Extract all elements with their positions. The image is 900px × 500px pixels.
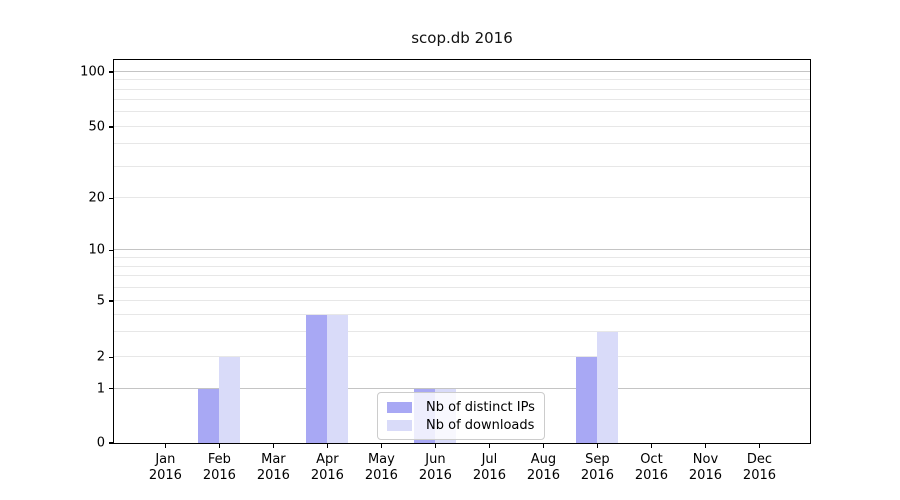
x-tick-year: 2016 [418, 468, 452, 483]
gridline-50 [114, 125, 810, 127]
x-tick-year: 2016 [688, 468, 722, 483]
x-tick-mark-feb [218, 443, 221, 448]
x-tick-mark-nov [704, 443, 707, 448]
chart-legend: Nb of distinct IPs Nb of downloads [377, 392, 545, 440]
minor-gridline-70 [114, 99, 810, 101]
bar-nb-of-downloads-sep [597, 332, 619, 443]
x-tick-mark-mar [272, 443, 275, 448]
y-tick-label-20: 20 [88, 190, 105, 206]
legend-label-nb-of-downloads: Nb of downloads [426, 417, 535, 433]
x-tick-year: 2016 [256, 468, 290, 483]
legend-label-nb-of-distinct-ips: Nb of distinct IPs [426, 399, 535, 415]
gridline-20 [114, 197, 810, 199]
x-tick-label-feb: Feb 2016 [203, 452, 236, 484]
x-tick-label-apr: Apr 2016 [311, 452, 344, 484]
y-tick-mark-0 [109, 442, 114, 444]
y-tick-label-2: 2 [96, 349, 105, 365]
x-tick-mark-aug [542, 443, 545, 448]
x-tick-month: Jan [155, 452, 176, 467]
x-tick-year: 2016 [472, 468, 506, 483]
gridline-100 [114, 70, 810, 72]
x-tick-mark-jan [164, 443, 167, 448]
y-tick-label-1: 1 [96, 381, 105, 397]
bar-nb-of-distinct-ips-feb [198, 388, 220, 443]
minor-gridline-90 [114, 79, 810, 81]
y-tick-mark-2 [109, 356, 114, 359]
x-tick-label-sep: Sep 2016 [581, 452, 614, 484]
gridline-1 [114, 387, 810, 389]
minor-gridline-3 [114, 331, 810, 333]
x-tick-month: May [367, 452, 395, 467]
x-tick-year: 2016 [742, 468, 777, 483]
x-tick-year: 2016 [526, 468, 560, 483]
x-tick-month: Mar [261, 452, 286, 467]
x-tick-month: Apr [316, 452, 339, 467]
bar-nb-of-downloads-feb [219, 357, 241, 443]
y-tick-mark-5 [109, 300, 114, 302]
minor-gridline-60 [114, 111, 810, 113]
x-tick-mark-dec [758, 443, 761, 448]
y-tick-label-0: 0 [96, 435, 105, 451]
gridline-5 [114, 300, 810, 302]
gridline-10 [114, 249, 810, 251]
chart-title: scop.db 2016 [411, 29, 513, 47]
bar-nb-of-downloads-apr [327, 314, 349, 443]
x-tick-month: Feb [207, 452, 231, 467]
x-tick-label-jul: Jul 2016 [473, 452, 506, 484]
legend-entry-nb-of-distinct-ips: Nb of distinct IPs [387, 398, 535, 416]
legend-swatch-nb-of-distinct-ips [387, 401, 412, 413]
minor-gridline-4 [114, 313, 810, 315]
minor-gridline-40 [114, 143, 810, 145]
y-tick-mark-50 [109, 126, 114, 128]
y-tick-mark-20 [109, 197, 114, 200]
x-tick-label-jan: Jan 2016 [149, 452, 182, 484]
minor-gridline-6 [114, 286, 810, 288]
y-tick-label-50: 50 [88, 119, 105, 135]
x-tick-mark-oct [650, 443, 653, 448]
x-tick-mark-apr [326, 443, 329, 448]
legend-entry-nb-of-downloads: Nb of downloads [387, 416, 535, 434]
x-tick-month: Jun [425, 452, 446, 467]
x-tick-mark-jul [488, 443, 491, 448]
x-tick-month: Nov [692, 452, 719, 467]
bar-nb-of-distinct-ips-sep [576, 357, 598, 443]
x-tick-label-aug: Aug 2016 [527, 452, 560, 484]
y-tick-label-10: 10 [88, 242, 105, 258]
minor-gridline-7 [114, 275, 810, 277]
x-tick-label-oct: Oct 2016 [635, 452, 668, 484]
x-tick-month: Sep [585, 452, 610, 467]
y-tick-mark-10 [109, 249, 114, 251]
x-tick-label-nov: Nov 2016 [689, 452, 722, 484]
x-tick-year: 2016 [148, 468, 182, 483]
bar-nb-of-distinct-ips-apr [306, 314, 328, 443]
x-tick-year: 2016 [580, 468, 614, 483]
minor-gridline-9 [114, 256, 810, 258]
x-tick-mark-may [380, 443, 383, 448]
x-tick-month: Aug [530, 452, 557, 467]
x-tick-month: Oct [640, 452, 663, 467]
x-tick-month: Dec [746, 452, 773, 467]
x-tick-year: 2016 [634, 468, 668, 483]
x-tick-year: 2016 [310, 468, 344, 483]
x-tick-label-mar: Mar 2016 [257, 452, 290, 484]
x-tick-label-may: May 2016 [365, 452, 398, 484]
plot-area: Nb of distinct IPs Nb of downloads 0 1 2 5 10… [80, 59, 811, 483]
x-tick-month: Jul [481, 452, 498, 467]
x-tick-mark-sep [596, 443, 599, 448]
minor-gridline-30 [114, 165, 810, 167]
y-tick-label-5: 5 [96, 293, 105, 309]
minor-gridline-80 [114, 88, 810, 90]
y-tick-label-100: 100 [80, 64, 105, 80]
x-tick-year: 2016 [202, 468, 236, 483]
x-tick-year: 2016 [364, 468, 398, 483]
x-tick-mark-jun [434, 443, 437, 448]
legend-swatch-nb-of-downloads [387, 419, 412, 431]
minor-gridline-8 [114, 265, 810, 267]
y-tick-mark-100 [109, 71, 114, 73]
x-tick-label-jun: Jun 2016 [419, 452, 452, 484]
y-tick-mark-1 [109, 387, 114, 390]
gridline-2 [114, 356, 810, 358]
x-tick-label-dec: Dec 2016 [743, 452, 776, 484]
